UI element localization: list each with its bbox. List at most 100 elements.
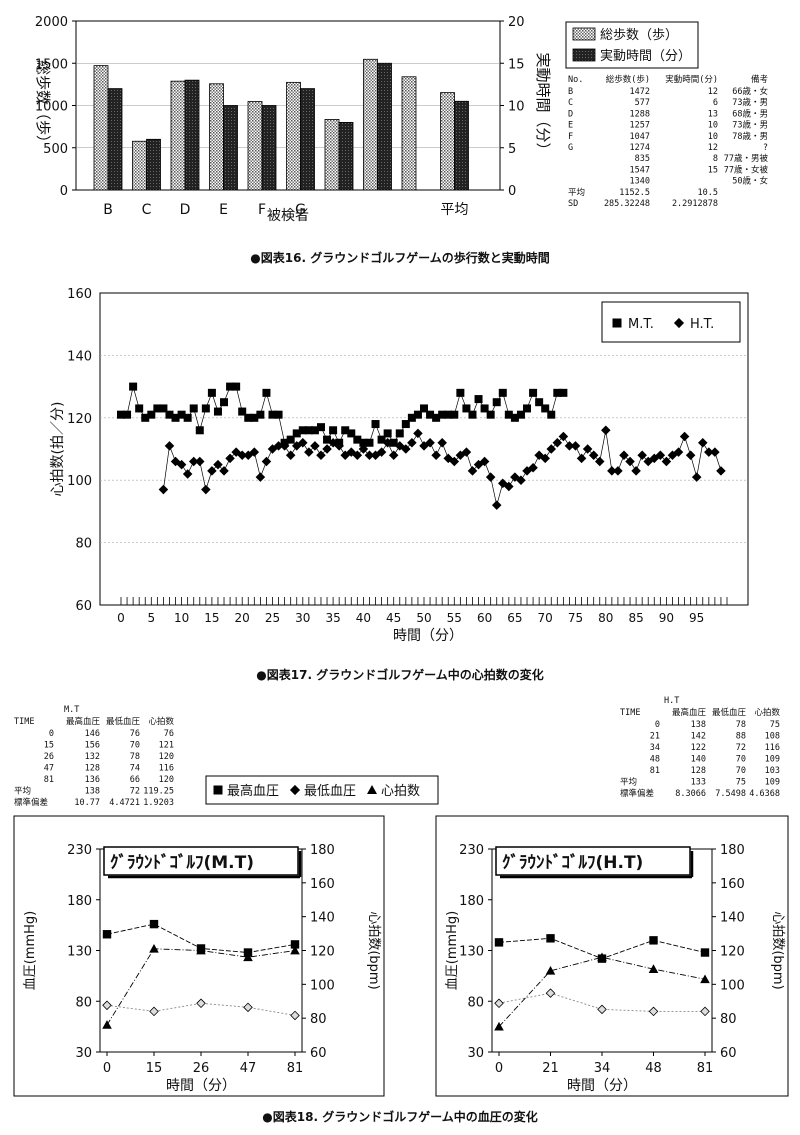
point-ht xyxy=(219,466,229,476)
y-right-tick-label: 120 xyxy=(720,945,745,960)
y-right-tick-label: 160 xyxy=(310,877,335,892)
point-diastolic xyxy=(545,988,556,998)
table-cell: 8 xyxy=(713,154,718,164)
point-mt xyxy=(541,404,550,413)
y-right-tick-label: 100 xyxy=(720,978,745,993)
figure-caption: ●図表16. グラウンドゴルフゲームの歩行数と実動時間 xyxy=(250,250,549,265)
point-heart-rate xyxy=(545,966,556,975)
legend-label-time: 実動時間（分） xyxy=(600,48,691,64)
x-tick-label: 0 xyxy=(495,1061,503,1076)
point-ht xyxy=(498,478,508,489)
y-right-axis-label: 心拍数(bpm) xyxy=(770,911,785,989)
table-cell: 50歳・女 xyxy=(732,176,768,187)
bar-total-steps xyxy=(324,119,340,191)
x-tick-label: 95 xyxy=(689,611,704,625)
point-heart-rate xyxy=(290,945,300,955)
point-ht xyxy=(461,447,472,457)
table-header: 実動時間(分) xyxy=(665,74,718,85)
table-name: H.T xyxy=(664,696,679,706)
point-systolic xyxy=(700,948,710,957)
x-tick-label: 40 xyxy=(356,611,371,625)
point-mt xyxy=(329,426,338,435)
point-mt xyxy=(547,410,556,419)
table-header: 最低血圧 xyxy=(712,707,747,718)
table-cell: 34 xyxy=(650,743,660,753)
point-mt xyxy=(395,429,404,438)
table-cell: 10 xyxy=(708,132,718,142)
point-ht xyxy=(425,437,435,448)
point-ht xyxy=(382,437,393,448)
x-tick-label: 15 xyxy=(204,611,219,625)
point-mt xyxy=(201,404,210,413)
x-tick-label: 21 xyxy=(542,1061,559,1076)
table-cell: 142 xyxy=(691,732,706,742)
point-ht xyxy=(679,431,690,442)
point-mt xyxy=(159,404,168,413)
table-cell: 72 xyxy=(736,743,746,753)
table-cell: 76 xyxy=(130,729,140,739)
table-cell: 1340 xyxy=(630,177,650,187)
y-right-tick-label: 140 xyxy=(310,911,335,926)
y-left-axis-label: 血圧(mmHg) xyxy=(445,911,460,991)
x-tick-label: 75 xyxy=(568,611,583,625)
point-systolic xyxy=(290,940,300,949)
point-ht xyxy=(328,437,338,448)
point-ht xyxy=(691,472,702,482)
point-mt xyxy=(420,404,428,413)
point-mt xyxy=(207,388,216,397)
point-heart-rate xyxy=(102,1020,112,1029)
x-tick-label: 50 xyxy=(416,611,431,625)
table-cell: 78歳・男 xyxy=(732,131,768,142)
x-category-label: F xyxy=(258,202,266,218)
point-ht xyxy=(685,450,696,461)
point-ht xyxy=(467,466,478,476)
table-cell: 12 xyxy=(708,143,718,153)
x-tick-label: 81 xyxy=(287,1061,304,1076)
legend-marker-diastolic xyxy=(289,784,301,796)
table-cell: 26 xyxy=(44,752,54,762)
table-header: TIME xyxy=(620,708,640,718)
figure-caption: ●図表17. グラウンドゴルフゲーム中の心拍数の変化 xyxy=(256,667,543,682)
point-ht xyxy=(716,466,726,476)
x-tick-label: 47 xyxy=(240,1061,257,1076)
point-heart-rate xyxy=(700,974,710,984)
point-mt xyxy=(274,410,283,419)
panel-title-box xyxy=(495,846,691,876)
point-ht xyxy=(407,437,417,448)
table-cell: 48 xyxy=(650,755,660,765)
table-cell: 122 xyxy=(691,743,706,753)
bar-total-steps xyxy=(363,58,378,191)
y-right-tick-label: 120 xyxy=(310,945,335,960)
point-ht xyxy=(164,441,175,451)
table-cell: 109 xyxy=(765,778,780,788)
point-diastolic xyxy=(597,1004,607,1015)
y-left-tick-label: 130 xyxy=(67,945,92,960)
point-mt xyxy=(432,413,441,422)
y-right-tick-label: 15 xyxy=(508,57,525,72)
x-tick-label: 15 xyxy=(146,1061,163,1076)
point-ht xyxy=(376,447,387,457)
point-ht xyxy=(255,472,266,482)
table-cell: 66 xyxy=(130,775,140,785)
point-heart-rate xyxy=(494,1021,504,1031)
point-ht xyxy=(443,453,454,464)
table-cell: F xyxy=(568,132,573,142)
table-header: No. xyxy=(568,75,583,85)
point-ht xyxy=(613,466,623,476)
point-mt xyxy=(286,435,295,444)
point-ht xyxy=(401,444,411,454)
x-category-label: G xyxy=(295,202,306,218)
figure-17: 60 80 100 120 140 160 0 5 10 15 20 25 30 35 40 45 50 55 60… xyxy=(50,287,749,682)
table-cell: 10 xyxy=(708,121,718,131)
bar-active-time xyxy=(300,88,315,191)
y-left-axis-label: 総歩数（歩） xyxy=(34,60,52,150)
table-cell: 119.25 xyxy=(143,787,174,797)
table-cell: 132 xyxy=(85,752,100,762)
point-mt xyxy=(141,413,150,422)
bar-active-time xyxy=(338,122,354,191)
point-ht xyxy=(619,450,629,461)
table-cell: 15 xyxy=(708,165,718,175)
point-mt xyxy=(262,388,271,397)
table-cell: 1288 xyxy=(630,109,650,119)
